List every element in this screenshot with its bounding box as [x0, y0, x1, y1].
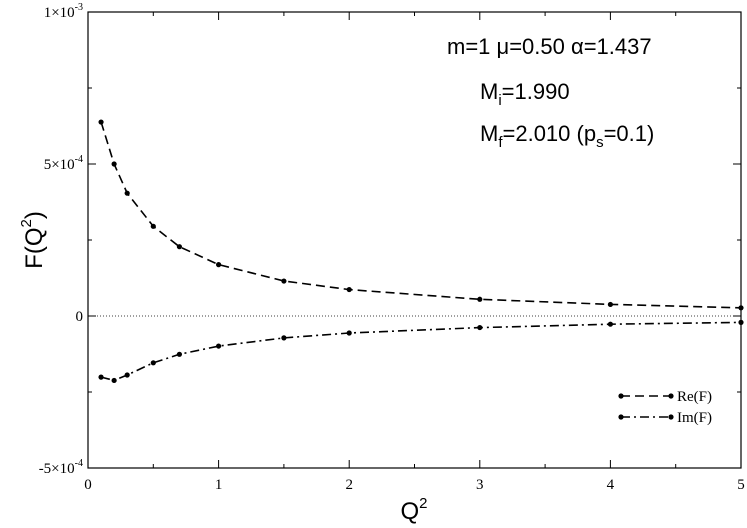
data-point	[150, 223, 156, 229]
x-tick-label: 2	[345, 477, 353, 493]
y-tick-label-exponent: -4	[75, 458, 83, 469]
data-point	[738, 319, 744, 325]
annotation-mf: Mf=2.010 (ps=0.1)	[480, 121, 654, 151]
x-tick-label: 3	[476, 477, 484, 493]
y-tick-label-base: 0	[76, 309, 84, 325]
x-axis-title: Q2	[400, 495, 427, 525]
data-point	[346, 286, 352, 293]
y-tick-label-base: 5×10	[44, 157, 75, 173]
data-point	[124, 190, 130, 196]
legend-marker	[618, 414, 624, 420]
data-point	[281, 335, 287, 341]
data-point	[216, 343, 222, 349]
data-point	[477, 324, 483, 331]
x-tick-label: 0	[84, 477, 92, 493]
data-point	[216, 262, 222, 268]
x-tick-label: 1	[215, 477, 223, 493]
y-tick-label: 0	[76, 309, 84, 325]
y-tick-label-base: -5×10	[39, 461, 75, 477]
data-point	[98, 374, 104, 380]
series-layer	[98, 119, 744, 384]
legend-item: Re(F)	[618, 389, 712, 405]
legend-item: Im(F)	[618, 410, 712, 426]
data-point	[738, 305, 744, 311]
data-point	[346, 330, 352, 336]
data-point	[124, 372, 130, 378]
series-re-f	[98, 119, 744, 311]
legend-marker	[668, 414, 674, 420]
data-point	[607, 301, 614, 308]
data-point	[281, 278, 287, 284]
data-point	[176, 351, 183, 357]
legend-marker	[668, 393, 674, 399]
y-tick-label-exponent: -4	[75, 154, 83, 165]
y-tick-label: -5×10-4	[39, 458, 83, 477]
y-tick-label: 5×10-4	[44, 154, 83, 173]
legend-marker	[618, 393, 624, 399]
data-point	[607, 321, 614, 327]
y-tick-label-base: 1×10	[44, 5, 75, 21]
annotation-params: m=1 μ=0.50 α=1.437	[447, 34, 652, 59]
y-axis-title: F(Q2)	[18, 211, 48, 269]
data-point	[150, 360, 156, 366]
legend: Re(F) Im(F)	[618, 389, 712, 426]
series-im-f	[98, 319, 744, 384]
legend-label: Re(F)	[677, 389, 712, 405]
series-line	[100, 121, 742, 309]
data-point	[176, 244, 183, 250]
x-tick-label: 5	[737, 477, 745, 493]
x-tick-label: 4	[607, 477, 615, 493]
ticks: 0 1 2 3 4 5-5×10-405×10-41×10-3	[39, 2, 745, 493]
plot-frame	[87, 11, 742, 469]
legend-label: Im(F)	[677, 410, 712, 426]
series-line	[100, 321, 742, 382]
annotation-mi: Mi=1.990	[480, 79, 570, 109]
y-tick-label: 1×10-3	[44, 2, 83, 21]
data-point	[98, 119, 104, 125]
data-point	[111, 161, 117, 167]
data-point	[111, 377, 117, 384]
data-point	[477, 296, 483, 302]
y-tick-label-exponent: -3	[75, 2, 83, 13]
